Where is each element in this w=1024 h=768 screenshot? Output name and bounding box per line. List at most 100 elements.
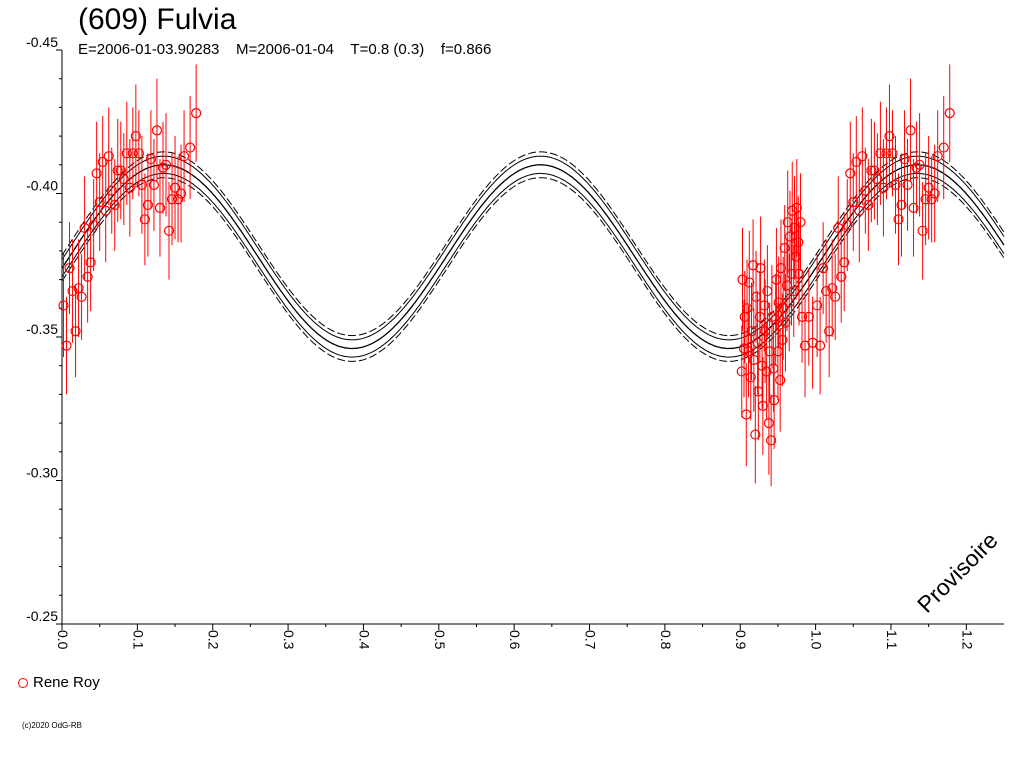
data-point <box>64 263 75 274</box>
data-point <box>899 153 910 165</box>
data-point <box>100 205 111 216</box>
model-curve-lower-outer <box>61 177 1005 362</box>
x-tick-label: 0.1 <box>130 630 146 650</box>
data-point <box>795 217 806 228</box>
x-tick-label: 0.9 <box>733 630 749 650</box>
data-point <box>812 300 823 311</box>
data-point <box>139 214 150 225</box>
data-point <box>136 179 147 190</box>
data-point <box>836 271 847 282</box>
data-point <box>82 271 93 282</box>
data-point <box>917 225 928 236</box>
data-point <box>160 159 172 170</box>
data-point <box>88 219 99 231</box>
axes: -0.45 -0.40 -0.35 -0.30 -0.25 0.0 0.1 0.2 0.3 0.4… <box>26 34 1004 650</box>
data-point <box>821 285 832 297</box>
copyright-note: (c)2020 OdG-RB <box>22 721 83 730</box>
data-point <box>67 285 78 297</box>
chart-subtitle: E=2006-01-03.90283 M=2006-01-04 T=0.8 (0… <box>78 41 492 58</box>
data-point <box>755 263 766 274</box>
data-point <box>154 202 166 213</box>
data-point <box>878 182 889 193</box>
data-point <box>833 222 844 234</box>
data-point <box>142 199 154 211</box>
data-point <box>58 300 69 311</box>
x-tick-label: 0.2 <box>206 630 222 650</box>
data-point <box>109 199 120 211</box>
data-point <box>911 162 922 173</box>
y-tick-label: -0.35 <box>26 321 58 337</box>
data-point <box>863 199 874 211</box>
data-point <box>157 162 169 173</box>
data-point <box>97 156 108 168</box>
data-point <box>791 202 802 213</box>
data-point <box>106 185 117 196</box>
x-tick-label: 1.0 <box>809 630 825 650</box>
chart-title: (609) Fulvia <box>78 3 237 36</box>
data-point <box>169 182 181 193</box>
data-point <box>743 346 754 357</box>
data-point <box>881 148 892 159</box>
data-point <box>778 303 789 314</box>
data-point <box>854 205 865 216</box>
data-point <box>818 263 829 274</box>
data-point <box>848 197 859 208</box>
data-point <box>79 222 90 234</box>
data-point <box>766 435 777 446</box>
data-point <box>191 108 202 119</box>
x-tick-label: 0.8 <box>658 630 674 650</box>
data-point <box>824 326 835 337</box>
data-point <box>896 199 907 211</box>
data-point <box>121 148 132 159</box>
data-point <box>163 225 175 236</box>
data-point <box>85 257 96 268</box>
data-point <box>763 418 774 429</box>
data-point <box>148 179 160 190</box>
x-tick-label: 0.6 <box>507 630 523 650</box>
data-point <box>926 194 937 205</box>
x-tick-label: 0.7 <box>583 630 599 650</box>
data-point <box>839 257 850 268</box>
data-point <box>178 151 190 162</box>
data-point <box>938 142 949 153</box>
data-point <box>118 174 129 185</box>
y-tick-label: -0.40 <box>26 178 58 194</box>
data-point <box>130 131 141 142</box>
data-point <box>887 148 898 159</box>
data-point <box>750 429 761 440</box>
data-point <box>61 340 72 351</box>
data-point <box>866 165 877 176</box>
watermark-provisoire: Provisoire <box>912 527 1003 618</box>
data-point <box>929 188 940 199</box>
data-point <box>744 277 755 288</box>
data-point <box>914 159 925 170</box>
data-point <box>759 300 770 311</box>
y-tick-label: -0.45 <box>26 34 58 50</box>
data-point <box>780 317 791 328</box>
x-tick-label: 0.5 <box>432 630 448 650</box>
legend: Rene Roy <box>18 674 100 692</box>
data-point <box>830 291 841 302</box>
data-point <box>803 311 814 323</box>
data-point <box>91 168 102 179</box>
x-tick-label: 1.1 <box>884 630 900 650</box>
data-point <box>932 151 943 162</box>
data-point <box>842 219 853 231</box>
data-point <box>112 165 123 176</box>
x-tick-label: 0.4 <box>356 630 372 650</box>
data-point <box>890 179 901 190</box>
data-point <box>745 372 756 383</box>
data-point <box>769 395 780 406</box>
data-point <box>920 194 931 205</box>
y-tick-label: -0.25 <box>26 608 58 624</box>
data-point <box>770 314 781 325</box>
data-point <box>779 242 790 254</box>
data-point <box>175 188 187 199</box>
data-point <box>94 197 105 208</box>
data-point <box>145 153 157 165</box>
data-point <box>793 268 805 279</box>
data-point <box>777 334 788 345</box>
legend-label: Rene Roy <box>33 674 100 691</box>
data-point <box>793 237 804 248</box>
